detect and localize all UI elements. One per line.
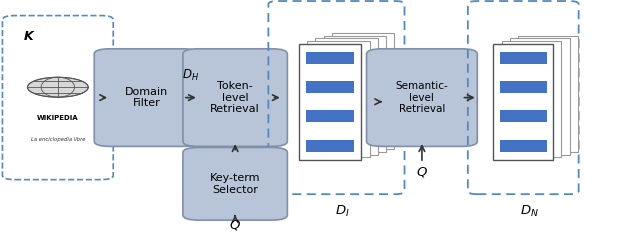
Bar xyxy=(299,44,361,160)
FancyBboxPatch shape xyxy=(94,49,199,146)
FancyBboxPatch shape xyxy=(183,49,287,146)
Bar xyxy=(518,35,578,152)
Bar xyxy=(500,110,547,122)
Bar xyxy=(500,140,547,152)
Text: $D_H$: $D_H$ xyxy=(182,68,199,83)
Text: Token-
level
Retrieval: Token- level Retrieval xyxy=(211,81,260,114)
Text: $Q$: $Q$ xyxy=(229,218,241,232)
Bar xyxy=(306,110,355,122)
Bar xyxy=(500,52,547,64)
Bar xyxy=(306,52,355,64)
Bar xyxy=(493,44,553,160)
Bar xyxy=(500,81,547,93)
Text: $D_I$: $D_I$ xyxy=(335,204,350,219)
Text: Domain
Filter: Domain Filter xyxy=(125,87,168,108)
Text: WIKIPEDIA: WIKIPEDIA xyxy=(37,115,79,121)
Bar xyxy=(307,41,369,157)
Bar xyxy=(332,33,394,149)
Bar xyxy=(316,38,378,154)
Text: $D_N$: $D_N$ xyxy=(520,204,539,219)
Bar xyxy=(324,35,386,152)
Circle shape xyxy=(28,77,88,97)
Text: Key-term
Selector: Key-term Selector xyxy=(210,173,260,195)
FancyBboxPatch shape xyxy=(367,49,477,146)
Text: La enciclopedia libre: La enciclopedia libre xyxy=(31,137,85,142)
Bar xyxy=(502,41,561,157)
FancyBboxPatch shape xyxy=(183,147,287,220)
Bar xyxy=(306,140,355,152)
Text: Semantic-
level
Retrieval: Semantic- level Retrieval xyxy=(396,81,448,114)
Text: K: K xyxy=(23,30,33,43)
FancyBboxPatch shape xyxy=(3,16,113,180)
Bar xyxy=(510,38,570,154)
Text: $Q$: $Q$ xyxy=(416,165,428,179)
Bar xyxy=(306,81,355,93)
